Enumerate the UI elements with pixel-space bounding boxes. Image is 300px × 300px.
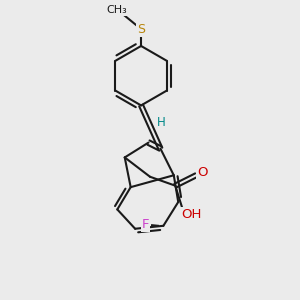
Text: O: O (197, 167, 208, 179)
Text: S: S (137, 23, 145, 36)
Text: H: H (157, 116, 165, 129)
Text: OH: OH (181, 208, 201, 221)
Text: CH₃: CH₃ (106, 5, 127, 15)
Text: F: F (142, 218, 149, 231)
